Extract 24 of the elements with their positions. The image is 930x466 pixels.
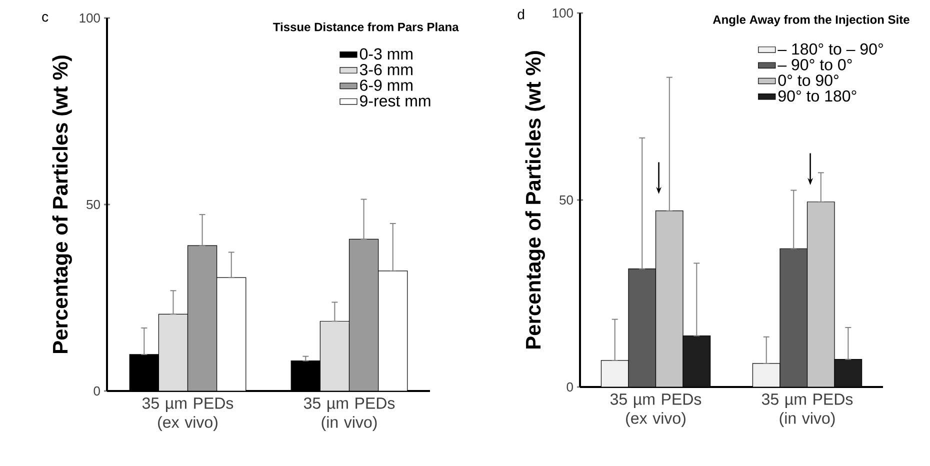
y-tick-label: 100 (552, 8, 573, 18)
y-axis-title: Percentage of Particles (wt %) (525, 51, 545, 349)
legend-label: 0-3 mm (360, 48, 412, 60)
legend-label: 0° to 90° (778, 74, 838, 86)
legend-label: 3-6 mm (360, 64, 412, 76)
legend-label: – 90° to 0° (778, 59, 852, 70)
legend-label: 6-9 mm (360, 80, 412, 91)
legend-title: Angle Away from the Injection Site (712, 15, 910, 26)
y-axis-title: Percentage of Particles (wt %) (52, 56, 72, 354)
text: c (42, 14, 48, 22)
x-tick-label: 35 µm PEDs (in vivo) (762, 394, 853, 428)
text: d (518, 9, 524, 20)
x-tick-label: 35 µm PEDs (ex vivo) (610, 394, 702, 428)
y-tick-label: 50 (86, 200, 100, 210)
legend-label: 90° to 180° (778, 90, 856, 102)
y-tick-label: 0 (94, 386, 100, 396)
legend-title: Tissue Distance from Pars Plana (273, 22, 459, 32)
legend-label: – 180° to – 90° (778, 43, 883, 55)
x-tick-label: 35 µm PEDs (ex vivo) (142, 398, 234, 432)
x-tick-label: 35 µm PEDs (in vivo) (304, 398, 395, 432)
y-tick-label: 50 (560, 195, 573, 205)
y-tick-label: 100 (80, 13, 100, 23)
y-tick-label: 0 (566, 382, 573, 392)
legend-label: 9-rest mm (360, 95, 430, 107)
